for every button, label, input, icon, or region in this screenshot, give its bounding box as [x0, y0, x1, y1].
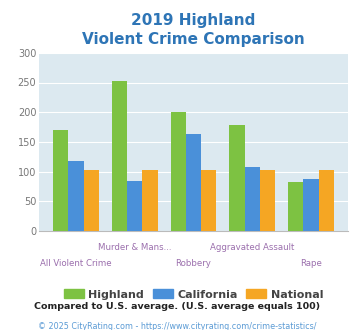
Text: © 2025 CityRating.com - https://www.cityrating.com/crime-statistics/: © 2025 CityRating.com - https://www.city…	[38, 322, 317, 330]
Text: All Violent Crime: All Violent Crime	[40, 259, 112, 268]
Text: Murder & Mans...: Murder & Mans...	[98, 244, 171, 252]
Bar	[112, 81, 127, 231]
Text: Compared to U.S. average. (U.S. average equals 100): Compared to U.S. average. (U.S. average …	[34, 302, 321, 311]
Bar	[245, 167, 260, 231]
Bar	[186, 134, 201, 231]
Text: Robbery: Robbery	[175, 259, 212, 268]
Bar	[53, 130, 69, 231]
Legend: Highland, California, National: Highland, California, National	[59, 285, 328, 304]
Text: Rape: Rape	[300, 259, 322, 268]
Bar	[288, 182, 303, 231]
Text: Aggravated Assault: Aggravated Assault	[210, 244, 294, 252]
Bar	[303, 179, 318, 231]
Bar	[229, 125, 245, 231]
Bar	[69, 161, 84, 231]
Bar	[170, 112, 186, 231]
Bar	[318, 170, 334, 231]
Bar	[260, 170, 275, 231]
Bar	[84, 170, 99, 231]
Bar	[142, 170, 158, 231]
Bar	[201, 170, 217, 231]
Bar	[127, 181, 142, 231]
Title: 2019 Highland
Violent Crime Comparison: 2019 Highland Violent Crime Comparison	[82, 13, 305, 48]
